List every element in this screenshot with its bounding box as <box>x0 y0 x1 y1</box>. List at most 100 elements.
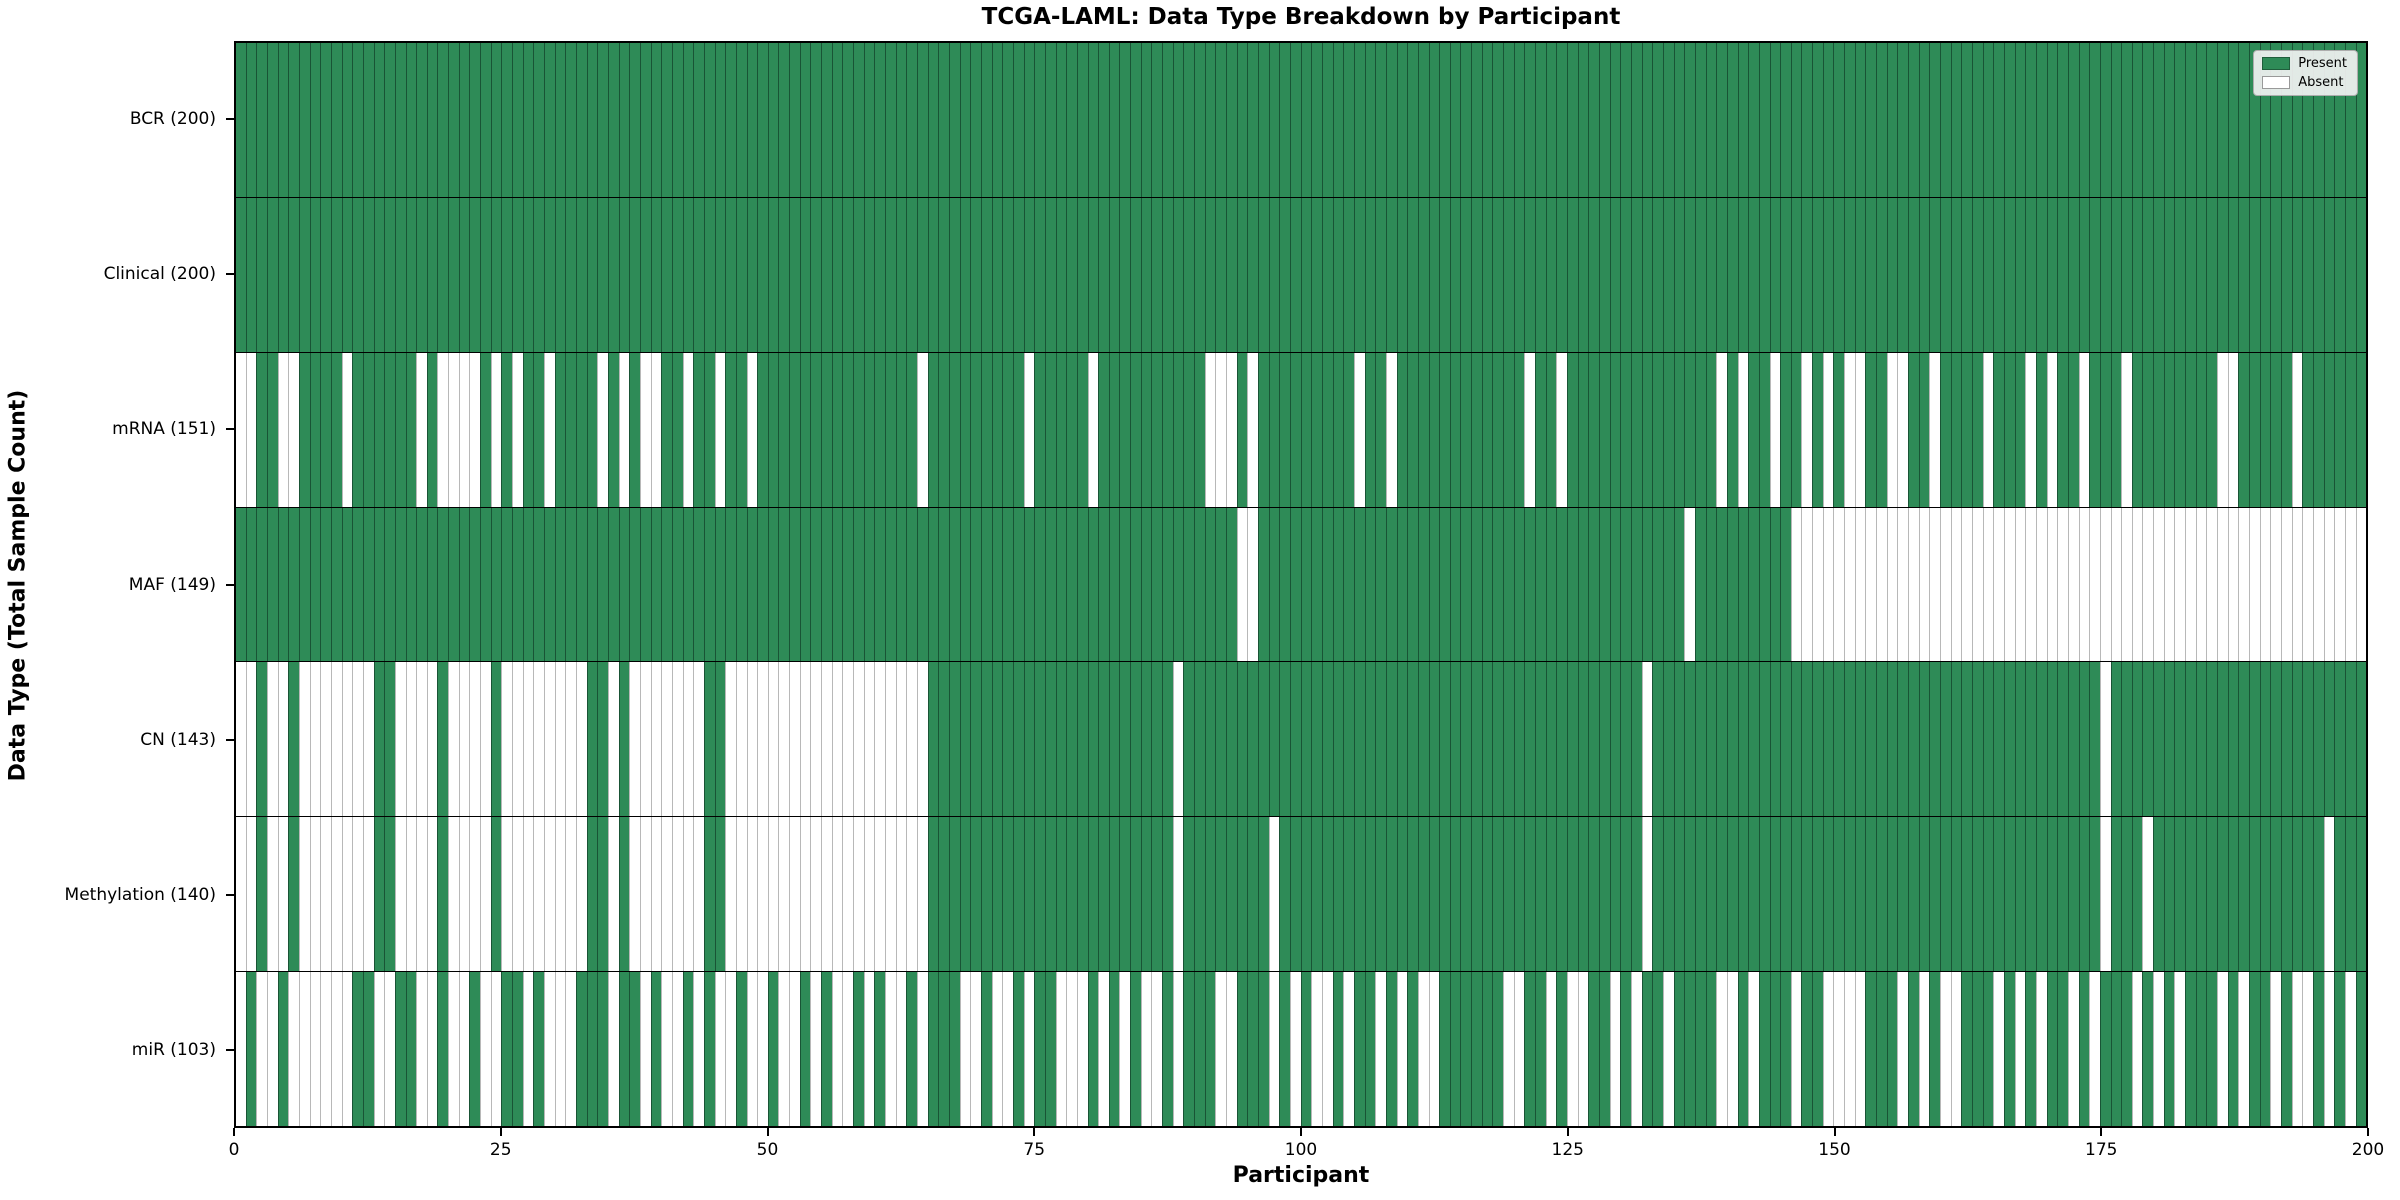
heatmap-cell <box>2035 197 2047 352</box>
heatmap-cell <box>277 43 289 197</box>
heatmap-cell <box>2078 817 2090 972</box>
heatmap-cell <box>2302 972 2313 1127</box>
heatmap-cell <box>1130 972 1141 1127</box>
heatmap-cell <box>1204 662 1216 817</box>
heatmap-cell <box>1375 43 1386 197</box>
heatmap-cell <box>1385 197 1397 352</box>
heatmap-cell <box>1428 197 1440 352</box>
heatmap-cell <box>1300 662 1312 817</box>
heatmap-cell <box>1087 507 1099 662</box>
heatmap-cell <box>639 43 651 197</box>
heatmap-cell <box>1780 352 1791 507</box>
heatmap-cell <box>1503 43 1514 197</box>
heatmap-cell <box>1066 972 1077 1127</box>
heatmap-cell <box>778 817 790 972</box>
heatmap-cell <box>1236 972 1248 1127</box>
legend: Present Absent <box>2253 50 2358 96</box>
x-tick-label: 200 <box>2351 1140 2385 1160</box>
heatmap-cell <box>2270 352 2281 507</box>
heatmap-cell <box>778 662 790 817</box>
heatmap-cell <box>554 43 566 197</box>
heatmap-cell <box>458 817 470 972</box>
heatmap-cell <box>1897 197 1909 352</box>
heatmap-cell <box>2206 197 2218 352</box>
heatmap-cell <box>1630 972 1642 1127</box>
heatmap-cell <box>405 662 417 817</box>
heatmap-cell <box>853 972 864 1127</box>
heatmap-cell <box>1268 972 1280 1127</box>
heatmap-cell <box>980 352 992 507</box>
heatmap-cell <box>2099 507 2111 662</box>
heatmap-cell <box>1289 197 1301 352</box>
row-label-MAF: MAF (149) <box>128 574 216 595</box>
heatmap-cell <box>1130 43 1141 197</box>
heatmap-cell <box>565 352 576 507</box>
heatmap-cell <box>1183 352 1195 507</box>
heatmap-cell <box>2035 352 2047 507</box>
heatmap-cell <box>490 817 502 972</box>
heatmap-cell <box>1897 817 1909 972</box>
heatmap-cell <box>948 662 960 817</box>
heatmap-cell <box>1385 352 1397 507</box>
heatmap-cell <box>1620 507 1631 662</box>
heatmap-cell <box>405 817 417 972</box>
heatmap-cell <box>2110 43 2122 197</box>
heatmap-cell <box>2153 507 2164 662</box>
legend-absent-label: Absent <box>2298 75 2344 90</box>
heatmap-cell <box>1311 817 1322 972</box>
x-tick-label: 25 <box>489 1140 512 1160</box>
heatmap-cell <box>1726 817 1738 972</box>
heatmap-cell <box>927 507 939 662</box>
heatmap-cell <box>1908 352 1919 507</box>
heatmap-cell <box>1311 662 1322 817</box>
heatmap-cell <box>1066 352 1077 507</box>
heatmap-cell <box>1396 197 1408 352</box>
heatmap-cell <box>1375 507 1386 662</box>
heatmap-cell <box>714 352 726 507</box>
heatmap-cell <box>1183 972 1195 1127</box>
heatmap-cell <box>853 197 864 352</box>
heatmap-cell <box>671 197 683 352</box>
heatmap-cell <box>810 662 822 817</box>
heatmap-cell <box>980 972 992 1127</box>
heatmap-cell <box>607 43 619 197</box>
heatmap-cell <box>1375 197 1386 352</box>
heatmap-cell <box>1449 43 1461 197</box>
heatmap-cell <box>266 507 278 662</box>
heatmap-cell <box>2334 352 2345 507</box>
heatmap-cell <box>1588 197 1599 352</box>
heatmap-cell <box>426 507 438 662</box>
heatmap-cell <box>2163 817 2175 972</box>
heatmap-cell <box>1119 817 1131 972</box>
heatmap-cell <box>1066 507 1077 662</box>
heatmap-cell <box>533 817 545 972</box>
heatmap-row-BCR <box>236 43 2367 197</box>
heatmap-cell <box>917 43 928 197</box>
heatmap-cell <box>1908 43 1919 197</box>
heatmap-cell <box>544 662 555 817</box>
heatmap-cell <box>1183 817 1195 972</box>
heatmap-cell <box>1833 817 1845 972</box>
heatmap-cell <box>1300 817 1312 972</box>
heatmap-cell <box>512 197 523 352</box>
heatmap-cell <box>2185 197 2196 352</box>
heatmap-cell <box>1119 352 1131 507</box>
heatmap-cell <box>1268 43 1280 197</box>
heatmap-cell <box>1492 197 1504 352</box>
heatmap-cell <box>1343 197 1354 352</box>
heatmap-cell <box>2067 507 2079 662</box>
x-tick-label: 125 <box>1551 1140 1584 1160</box>
heatmap-cell <box>938 352 949 507</box>
heatmap-cell <box>1321 507 1333 662</box>
heatmap-cell <box>1886 507 1898 662</box>
heatmap-cell <box>1524 507 1536 662</box>
heatmap-cell <box>906 817 917 972</box>
heatmap-cell <box>1375 817 1386 972</box>
heatmap-cell <box>821 507 832 662</box>
y-tick-mark <box>226 272 234 275</box>
heatmap-cell <box>1162 817 1173 972</box>
heatmap-cell <box>1194 43 1205 197</box>
heatmap-cell <box>2121 817 2132 972</box>
heatmap-cell <box>341 507 353 662</box>
heatmap-cell <box>778 507 790 662</box>
